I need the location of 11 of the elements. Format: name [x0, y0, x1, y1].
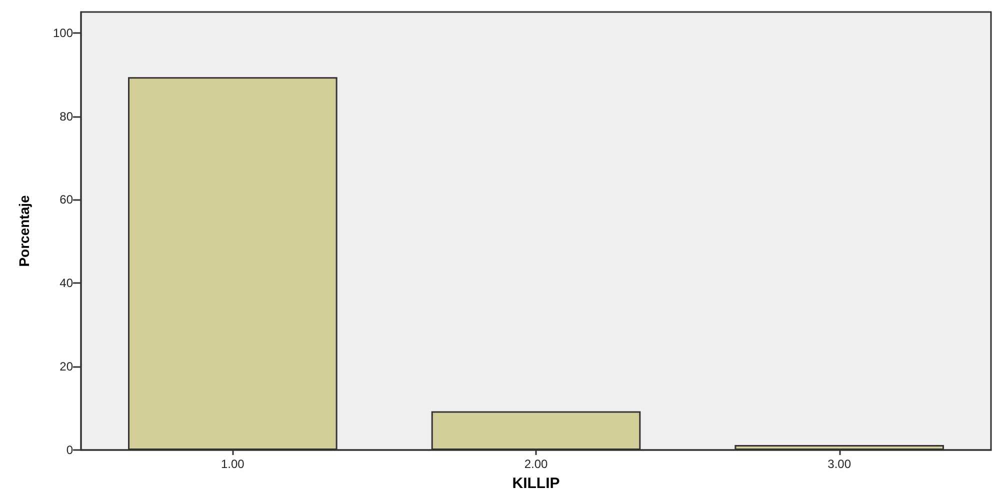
y-tick-label: 100 — [52, 26, 74, 40]
y-tick-label: 0 — [66, 443, 74, 457]
x-tick-label: 2.00 — [524, 457, 548, 471]
y-tick-label: 20 — [60, 360, 74, 374]
y-axis-title: Porcentaje — [16, 194, 32, 267]
y-tick-label: 80 — [60, 109, 74, 124]
y-tick-label: 60 — [60, 192, 74, 207]
x-tick-label: 3.00 — [828, 457, 852, 471]
x-axis-title: KILLIP — [512, 475, 560, 492]
x-tick-label: 1.00 — [220, 457, 245, 471]
y-tick-label: 40 — [60, 276, 74, 290]
